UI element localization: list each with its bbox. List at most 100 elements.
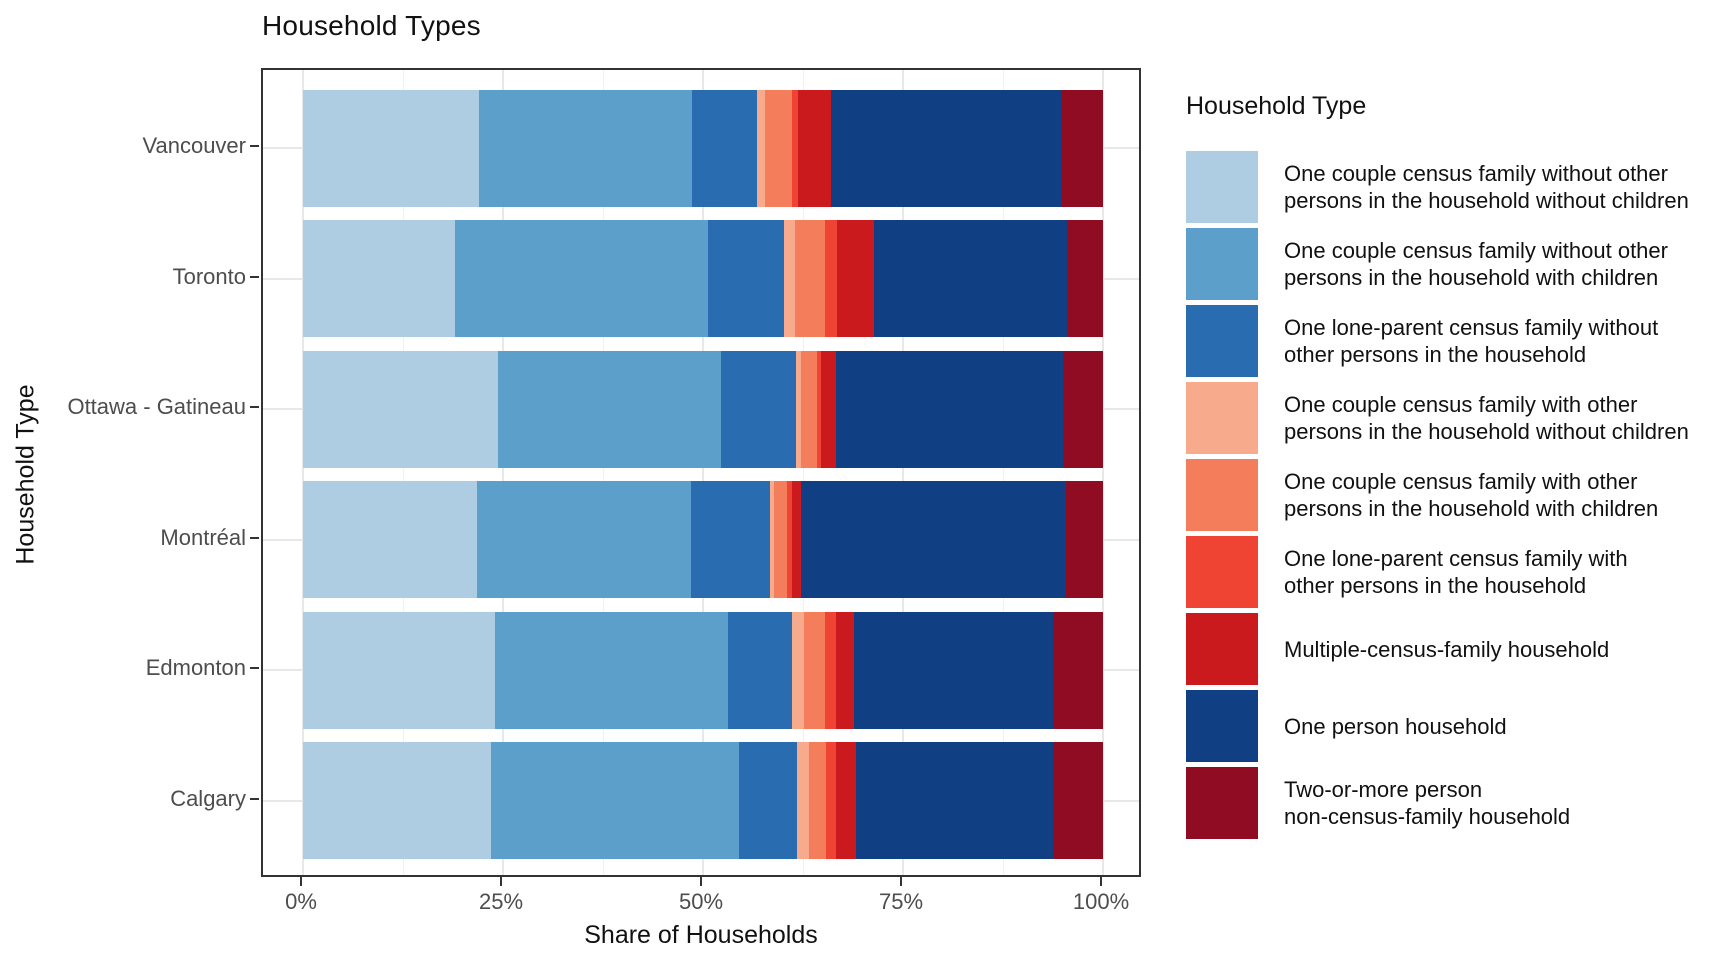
y-tick-mark <box>250 276 259 278</box>
x-tick-mark <box>700 877 702 886</box>
bar-segment <box>479 90 692 207</box>
bar-segment <box>835 612 855 729</box>
legend-label: One person household <box>1284 713 1507 739</box>
bar-row <box>303 742 1103 859</box>
minor-gridline <box>803 70 804 875</box>
y-tick-label: Edmonton <box>145 655 246 680</box>
legend-label: One couple census family with other pers… <box>1284 469 1659 521</box>
y-tick-mark <box>250 798 259 800</box>
major-gridline <box>302 70 304 875</box>
bar-segment <box>1052 612 1103 729</box>
legend-swatch <box>1186 459 1258 531</box>
bar-segment <box>495 612 728 729</box>
legend-label: One lone-parent census family without ot… <box>1284 315 1659 367</box>
bar-segment <box>1066 220 1103 337</box>
bar-segment <box>727 612 792 729</box>
major-gridline <box>502 70 504 875</box>
y-tick-label: Toronto <box>172 264 246 289</box>
bar-segment <box>303 742 491 859</box>
minor-gridline <box>603 70 604 875</box>
x-tick-label: 75% <box>878 889 924 914</box>
bar-segment <box>855 742 1053 859</box>
bar-segment <box>720 351 796 468</box>
legend-swatch <box>1186 228 1258 300</box>
major-gridline <box>1102 70 1104 875</box>
bar-segment <box>791 90 799 207</box>
legend-title: Household Type <box>1186 92 1367 120</box>
y-tick-mark <box>250 667 259 669</box>
bar-segment <box>808 742 827 859</box>
minor-gridline <box>1003 70 1004 875</box>
legend-swatch <box>1186 536 1258 608</box>
legend-label: One lone-parent census family with other… <box>1284 546 1628 598</box>
y-tick-mark <box>250 145 259 147</box>
legend-item: Multiple-census-family household <box>1186 613 1716 685</box>
bar-segment <box>303 612 495 729</box>
legend-items: One couple census family without other p… <box>1186 151 1716 839</box>
bar-segment <box>739 742 797 859</box>
bar-segment <box>774 481 787 598</box>
legend-swatch <box>1186 151 1258 223</box>
bar-segment <box>795 351 801 468</box>
y-tick-label: Vancouver <box>142 133 246 158</box>
legend-label: One couple census family without other p… <box>1284 238 1668 290</box>
x-tick-mark <box>900 877 902 886</box>
bar-segment <box>826 742 836 859</box>
y-tick-label: Montréal <box>160 525 246 550</box>
bar-segment <box>791 612 804 729</box>
bar-row <box>303 481 1103 598</box>
bar-segment <box>791 481 801 598</box>
legend-item: Two-or-more person non-census-family hou… <box>1186 767 1716 839</box>
y-tick-mark <box>250 406 259 408</box>
legend-swatch <box>1186 767 1258 839</box>
bar-segment <box>824 612 836 729</box>
x-tick-label: 50% <box>678 889 724 914</box>
legend-item: One person household <box>1186 690 1716 762</box>
major-gridline <box>902 70 904 875</box>
legend: Household Type One couple census family … <box>1186 92 1716 839</box>
y-tick-mark <box>250 537 259 539</box>
bar-segment <box>770 481 775 598</box>
y-tick-label: Calgary <box>170 786 246 811</box>
plot-title: Household Types <box>262 10 481 41</box>
legend-label: One couple census family with other pers… <box>1284 392 1689 444</box>
bar-row <box>303 90 1103 207</box>
legend-label: Multiple-census-family household <box>1284 636 1610 662</box>
legend-item: One lone-parent census family without ot… <box>1186 305 1716 377</box>
bar-segment <box>830 90 1061 207</box>
bar-segment <box>798 90 831 207</box>
bar-segment <box>498 351 721 468</box>
bar-segment <box>783 220 795 337</box>
bar-segment <box>691 90 757 207</box>
bar-segment <box>796 742 809 859</box>
bar-segment <box>786 481 792 598</box>
legend-item: One couple census family with other pers… <box>1186 459 1716 531</box>
bar-segment <box>835 351 1063 468</box>
bar-segment <box>477 481 691 598</box>
legend-item: One lone-parent census family with other… <box>1186 536 1716 608</box>
bar-segment <box>800 481 1067 598</box>
bar-row <box>303 220 1103 337</box>
legend-item: One couple census family without other p… <box>1186 228 1716 300</box>
legend-label: Two-or-more person non-census-family hou… <box>1284 777 1571 829</box>
bar-segment <box>825 220 837 337</box>
x-tick-label: 0% <box>285 889 317 914</box>
x-tick-label: 25% <box>478 889 524 914</box>
legend-swatch <box>1186 305 1258 377</box>
x-axis-title: Share of Households <box>584 921 818 949</box>
bar-segment <box>1052 742 1103 859</box>
bar-segment <box>690 481 771 598</box>
bar-segment <box>303 481 478 598</box>
x-tick-mark <box>300 877 302 886</box>
bar-segment <box>874 220 1067 337</box>
legend-swatch <box>1186 690 1258 762</box>
bar-segment <box>707 220 784 337</box>
y-tick-label: Ottawa - Gatineau <box>67 394 246 419</box>
major-gridline <box>702 70 704 875</box>
legend-item: One couple census family with other pers… <box>1186 382 1716 454</box>
x-tick-mark <box>1100 877 1102 886</box>
bar-segment <box>835 742 856 859</box>
bar-segment <box>1066 481 1103 598</box>
bar-segment <box>303 220 455 337</box>
